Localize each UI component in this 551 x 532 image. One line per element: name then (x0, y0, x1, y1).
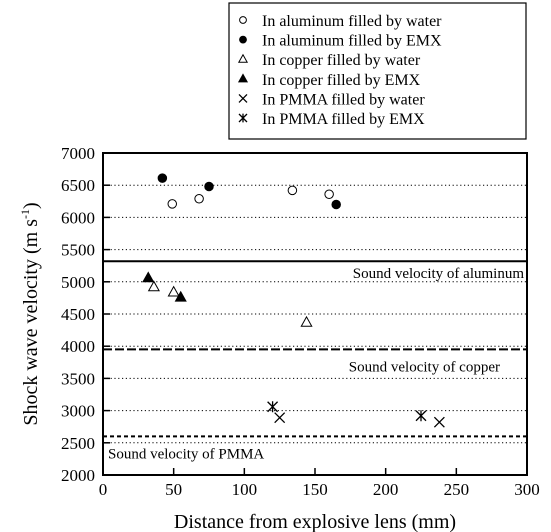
point-marker (274, 412, 286, 424)
y-tick-label: 4000 (61, 337, 95, 356)
legend-label: In copper filled by water (262, 52, 421, 69)
data-point (174, 290, 187, 302)
point-marker (324, 189, 334, 199)
reference-line-label: Sound velocity of PMMA (108, 446, 264, 462)
data-point (167, 285, 180, 297)
legend-label: In aluminum filled by water (262, 13, 442, 30)
x-tick-label: 100 (232, 480, 258, 499)
legend-item: In aluminum filled by EMX (239, 33, 442, 50)
x-axis-label: Distance from explosive lens (mm) (174, 511, 456, 532)
legend-item: In PMMA filled by water (238, 91, 425, 108)
point-marker (267, 401, 279, 413)
y-tick-label: 6000 (61, 208, 95, 227)
reference-line-label: Sound velocity of aluminum (353, 266, 525, 282)
point-marker (238, 113, 248, 123)
data-point (167, 199, 178, 209)
point-marker (239, 16, 247, 24)
data-points (142, 173, 445, 428)
point-marker (237, 73, 249, 83)
point-marker (238, 93, 248, 103)
legend-item: In aluminum filled by water (239, 13, 442, 30)
legend: In aluminum filled by water In aluminum f… (228, 2, 527, 140)
legend-item: In copper filled by water (237, 52, 421, 69)
legend-box (228, 2, 527, 140)
reference-lines: Sound velocity of aluminum Sound velocity… (103, 260, 527, 462)
y-tick-label: 6500 (61, 176, 95, 195)
data-point (142, 271, 155, 283)
data-point (415, 410, 427, 422)
point-marker (287, 185, 298, 196)
data-point (433, 416, 445, 428)
x-tick-label: 250 (444, 480, 470, 499)
data-point (267, 401, 279, 413)
legend-label: In copper filled by EMX (262, 72, 421, 89)
data-point (157, 173, 168, 183)
point-marker (204, 181, 214, 192)
y-tick-label: 2500 (61, 434, 95, 453)
grid-lines (103, 184, 527, 444)
data-point (287, 185, 298, 196)
legend-label: In aluminum filled by EMX (262, 33, 442, 50)
y-axis-label: Shock wave velocity (m s-1) (18, 202, 42, 425)
point-marker (167, 199, 178, 209)
axis-ticks: 2000250030003500400045005000550060006500… (61, 144, 540, 499)
data-point (204, 181, 214, 192)
point-marker (300, 315, 313, 327)
y-tick-label: 3500 (61, 369, 95, 388)
legend-item: In copper filled by EMX (237, 72, 421, 89)
x-tick-label: 200 (373, 480, 399, 499)
data-point (274, 412, 286, 424)
data-point (147, 280, 160, 292)
y-tick-label: 4500 (61, 305, 95, 324)
point-marker (147, 280, 160, 292)
point-marker (331, 199, 341, 210)
plot-area-frame (102, 152, 528, 476)
x-tick-label: 300 (514, 480, 540, 499)
reference-line-label: Sound velocity of copper (349, 359, 500, 375)
point-marker (142, 271, 155, 283)
data-point (331, 199, 341, 210)
y-tick-label: 5000 (61, 273, 95, 292)
x-tick-label: 150 (302, 480, 328, 499)
x-tick-label: 0 (99, 480, 108, 499)
y-tick-label: 5500 (61, 241, 95, 260)
data-point (324, 189, 334, 199)
legend-item: In PMMA filled by EMX (238, 111, 425, 128)
point-marker (415, 410, 427, 422)
data-point (194, 193, 204, 204)
data-point (300, 315, 313, 327)
point-marker (174, 290, 187, 302)
point-marker (239, 35, 247, 44)
point-marker (194, 193, 204, 204)
y-tick-label: 7000 (61, 144, 95, 163)
point-marker (433, 416, 445, 428)
y-tick-label: 3000 (61, 402, 95, 421)
x-tick-label: 50 (165, 480, 182, 499)
legend-label: In PMMA filled by EMX (262, 111, 425, 128)
y-tick-label: 2000 (61, 466, 95, 485)
point-marker (157, 173, 168, 183)
legend-label: In PMMA filled by water (262, 91, 425, 108)
point-marker (167, 285, 180, 297)
point-marker (237, 53, 249, 63)
